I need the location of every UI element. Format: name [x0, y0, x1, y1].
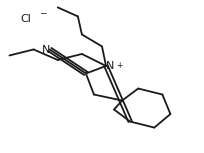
Text: N: N [106, 61, 114, 71]
Text: +: + [116, 61, 122, 70]
Text: −: − [39, 8, 46, 17]
Text: Cl: Cl [21, 14, 31, 24]
Text: N: N [42, 45, 51, 55]
